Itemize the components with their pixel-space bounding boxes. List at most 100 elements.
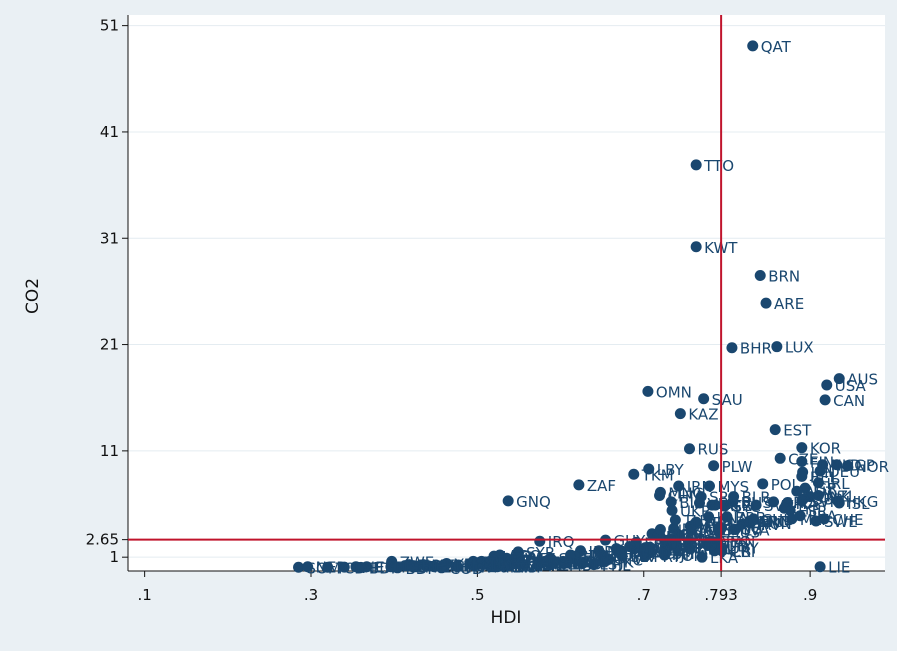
point-label: SLB (524, 556, 552, 574)
y-tick-label: 11 (100, 442, 119, 460)
point-label: TKM (641, 466, 674, 484)
point-label: CAF (352, 559, 381, 577)
y-tick-label: 2.65 (86, 531, 119, 549)
data-point (624, 541, 636, 553)
point-label: AUT (805, 483, 836, 501)
point-label: NER (364, 559, 395, 577)
data-point (654, 524, 666, 536)
data-point (557, 555, 569, 567)
point-label: UGA (499, 559, 533, 577)
point-label: MLT (800, 511, 829, 529)
data-point (293, 561, 305, 573)
data-point (576, 558, 588, 570)
point-label: AFG (482, 557, 513, 575)
point-label: POL (771, 476, 801, 494)
data-point (593, 545, 605, 557)
point-label: SWZ (559, 550, 594, 568)
point-label: TON (672, 547, 705, 565)
data-point (355, 561, 367, 573)
data-point (796, 495, 808, 507)
point-label: GNQ (516, 493, 551, 511)
point-label: BDI (406, 560, 432, 578)
point-label: CPV (613, 550, 644, 568)
point-label: COG (575, 553, 609, 571)
point-label: BGD (551, 554, 584, 572)
point-label: SOM (307, 559, 341, 577)
point-label: LKA (710, 549, 739, 567)
data-point (666, 504, 678, 516)
x-tick-label: .7 (637, 586, 651, 604)
data-point (545, 555, 557, 567)
point-label: LBY (657, 461, 685, 479)
point-label: MNE (727, 519, 761, 537)
x-axis-title: HDI (491, 608, 522, 628)
point-label: TTO (703, 157, 734, 175)
x-tick-label: .793 (704, 586, 737, 604)
point-label: LBN (704, 514, 734, 532)
point-label: CRI (730, 543, 755, 561)
point-label: COD (450, 560, 484, 578)
point-label: LBR (431, 557, 460, 575)
data-point (673, 529, 685, 541)
point-label: SYR (526, 544, 555, 562)
y-tick-label: 31 (100, 229, 119, 247)
data-point (708, 460, 720, 472)
point-label: MDG (501, 559, 537, 577)
plot-area (128, 15, 885, 571)
point-label: FRA (808, 508, 837, 526)
data-point (685, 524, 697, 536)
point-label: MKD (699, 522, 733, 540)
data-point (690, 241, 702, 253)
data-point (814, 465, 826, 477)
point-label: GHA (562, 553, 596, 571)
point-label: DZA (682, 520, 715, 538)
point-label: TCD (398, 559, 429, 577)
data-point (614, 545, 626, 557)
point-label: IRL (826, 475, 850, 493)
point-label: TZA (510, 558, 541, 576)
data-point (794, 510, 806, 522)
point-label: VEN (707, 495, 738, 513)
point-label: QAT (761, 38, 792, 56)
data-points (293, 40, 854, 574)
point-label: SSD (413, 558, 444, 576)
data-point (439, 560, 451, 572)
point-label: ZWE (400, 553, 435, 571)
point-label: KEN (531, 557, 562, 575)
axes: 12.65 11 21 31 41 51 .1 .3 .5 .7 .793 .9 (86, 15, 885, 604)
data-point (757, 478, 769, 490)
point-label: SEN (490, 553, 520, 571)
point-label: GAB (653, 540, 685, 558)
data-point (771, 341, 783, 353)
point-label: LSO (502, 548, 532, 566)
point-label: ALB (722, 543, 751, 561)
data-point (690, 159, 702, 171)
point-label: HKG (846, 493, 879, 511)
x-tick-label: .9 (803, 586, 817, 604)
data-point (821, 379, 833, 391)
data-point (518, 559, 530, 571)
point-label: DEU (828, 463, 860, 481)
point-label: MUS (727, 524, 760, 542)
reference-lines (128, 15, 885, 571)
point-label: BEL (810, 468, 839, 486)
data-point (760, 297, 772, 309)
data-point (322, 561, 334, 573)
data-point (768, 496, 780, 508)
point-label: MWI (465, 559, 497, 577)
point-label: SUR (668, 522, 699, 540)
point-label: DNK (818, 489, 852, 507)
point-label: RUS (698, 441, 729, 459)
point-label: PRT (760, 513, 788, 531)
data-point (534, 535, 546, 547)
point-label: UKR (680, 502, 711, 520)
point-label: BOL (646, 540, 677, 558)
point-label: VNM (638, 539, 672, 557)
point-label: PHL (602, 557, 631, 575)
point-label: URY (729, 540, 759, 558)
point-label: BRN (768, 267, 800, 285)
point-label: BLR (742, 489, 771, 507)
data-point (693, 497, 705, 509)
point-label: PAN (726, 533, 756, 551)
point-label: NER (316, 559, 347, 577)
